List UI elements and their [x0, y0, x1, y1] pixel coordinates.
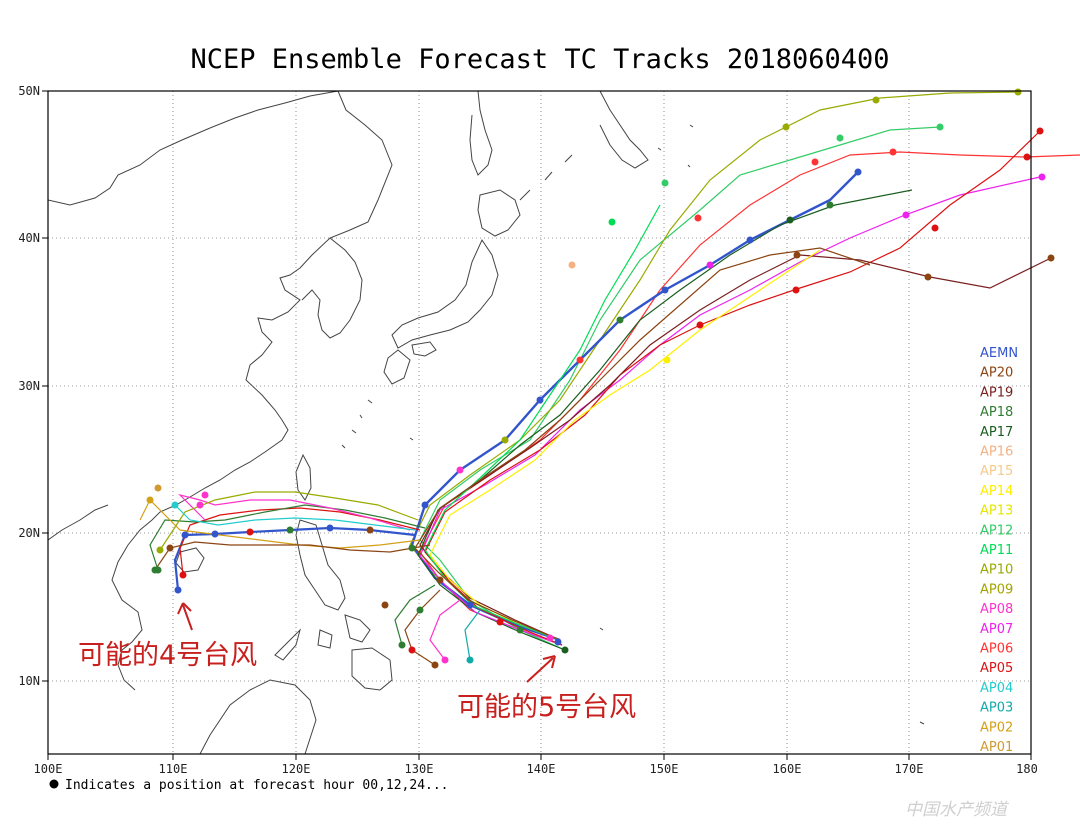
- lon-label-160e: 160E: [773, 762, 802, 776]
- legend-item-ap04: AP04: [980, 681, 1013, 696]
- legend-item-ap15: AP15: [980, 464, 1013, 479]
- legend-item-ap10: AP10: [980, 563, 1013, 578]
- legend-item-ap18: AP18: [980, 405, 1013, 420]
- lon-label-170e: 170E: [895, 762, 924, 776]
- latitude-labels: 50N 40N 30N 20N 10N: [18, 84, 40, 688]
- lon-label-140e: 140E: [527, 762, 556, 776]
- storm5-label: 可能的5号台风: [457, 692, 636, 723]
- legend-item-ap17: AP17: [980, 425, 1013, 440]
- track-west-4: [139, 498, 421, 549]
- lon-label-130e: 130E: [405, 762, 434, 776]
- lon-label-120e: 120E: [282, 762, 311, 776]
- track-ap10: [409, 91, 1021, 641]
- track-west-3: [149, 504, 426, 571]
- legend-item-ap09: AP09: [980, 582, 1013, 597]
- legend-item-ap12: AP12: [980, 523, 1013, 538]
- legend-item-ap01: AP01: [980, 740, 1013, 755]
- legend-item-aemn: AEMN: [980, 346, 1018, 361]
- tc-tracks: [139, 91, 1080, 666]
- lon-label-180: 180: [1016, 762, 1038, 776]
- map-title: NCEP Ensemble Forecast TC Tracks 2018060…: [190, 44, 890, 75]
- storm4-arrow: [182, 604, 193, 631]
- lon-label-100e: 100E: [34, 762, 63, 776]
- legend-item-ap16: AP16: [980, 445, 1013, 460]
- ensemble-legend: AEMN AP20 AP19 AP18 AP17 AP16 AP15 AP14 AP13 AP12…: [980, 346, 1018, 755]
- track-south-4: [429, 599, 461, 661]
- lon-label-110e: 110E: [159, 762, 188, 776]
- lat-label-40n: 40N: [18, 231, 40, 245]
- watermark: 中国水产频道: [905, 800, 1010, 820]
- storm4-label: 可能的4号台风: [78, 640, 257, 671]
- track-west-5: [178, 493, 411, 531]
- track-ap17: [417, 189, 913, 651]
- legend-item-ap06: AP06: [980, 642, 1013, 657]
- legend-item-ap02: AP02: [980, 720, 1013, 735]
- track-west-7: [154, 541, 431, 571]
- track-south-3: [464, 609, 481, 661]
- lat-label-10n: 10N: [18, 674, 40, 688]
- lon-label-150e: 150E: [650, 762, 679, 776]
- tick-marks: [42, 90, 1032, 760]
- track-south-1: [404, 589, 441, 666]
- legend-item-ap19: AP19: [980, 385, 1013, 400]
- lat-label-30n: 30N: [18, 379, 40, 393]
- track-aemn: [410, 171, 859, 642]
- storm4-arrowhead: [177, 602, 192, 615]
- map-frame: [47, 90, 1032, 755]
- legend-item-ap20: AP20: [980, 366, 1013, 381]
- track-south-2: [394, 584, 436, 646]
- track-ap07: [419, 176, 1041, 646]
- track-ap11: [424, 204, 661, 641]
- legend-item-ap05: AP05: [980, 661, 1013, 676]
- track-ap20: [414, 247, 871, 641]
- track-west-8: [174, 504, 416, 531]
- legend-item-ap11: AP11: [980, 543, 1013, 558]
- storm5-annotation: 可能的5号台风: [457, 655, 636, 723]
- legend-item-ap14: AP14: [980, 484, 1013, 499]
- longitude-labels: 100E 110E 120E 130E 140E 150E 160E 170E …: [34, 762, 1038, 776]
- legend-item-ap07: AP07: [980, 622, 1013, 637]
- track-ap12: [419, 126, 941, 651]
- footnote-dot: [49, 779, 59, 789]
- storm5-arrow: [526, 657, 554, 683]
- storm4-annotation: 可能的4号台风: [78, 602, 257, 671]
- legend-item-ap13: AP13: [980, 504, 1013, 519]
- position-dots: [146, 88, 1055, 669]
- lat-label-20n: 20N: [18, 526, 40, 540]
- legend-item-ap03: AP03: [980, 701, 1013, 716]
- storm5-arrowhead: [542, 655, 556, 669]
- legend-item-ap08: AP08: [980, 602, 1013, 617]
- track-west-6: [159, 491, 419, 551]
- footnote-text: Indicates a position at forecast hour 00…: [65, 778, 449, 793]
- coastlines: [48, 91, 925, 754]
- lat-label-50n: 50N: [18, 84, 40, 98]
- gridlines: [48, 91, 1031, 754]
- track-ap19: [419, 254, 1052, 641]
- track-ap14: [429, 249, 821, 641]
- track-west-1: [173, 526, 416, 591]
